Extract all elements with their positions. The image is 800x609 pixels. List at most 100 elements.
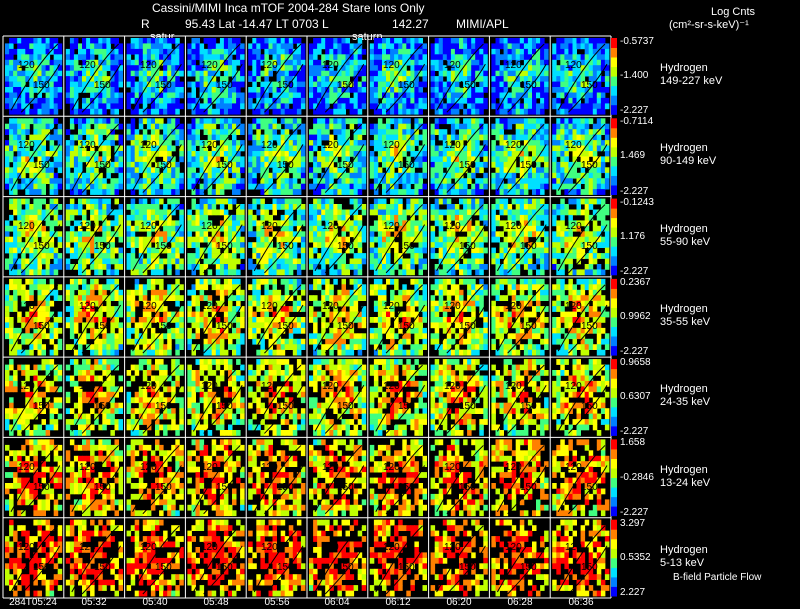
- heatmap-cell: [187, 167, 192, 174]
- heatmap-cell: [106, 231, 111, 238]
- heatmap-cell: [357, 167, 363, 174]
- heatmap-cell: [167, 189, 172, 195]
- heatmap-cell: [527, 198, 533, 205]
- heatmap-cell: [406, 236, 411, 243]
- heatmap-cell: [13, 129, 18, 135]
- heatmap-cell: [438, 189, 444, 195]
- heatmap-cell: [45, 220, 51, 227]
- heatmap-cell: [434, 118, 440, 125]
- heatmap-cell: [568, 178, 573, 184]
- heatmap-cell: [402, 264, 407, 270]
- heatmap-cell: [523, 231, 529, 238]
- heatmap-cell: [17, 231, 22, 238]
- heatmap-cell: [523, 236, 529, 243]
- heatmap-cell: [325, 70, 330, 77]
- heatmap-cell: [110, 134, 115, 141]
- heatmap-cell: [98, 108, 103, 115]
- heatmap-cell: [138, 269, 144, 276]
- heatmap-cell: [329, 48, 334, 55]
- heatmap-cell: [114, 161, 119, 168]
- heatmap-cell: [459, 65, 464, 71]
- heatmap-cell: [532, 92, 537, 99]
- heatmap-panel: [65, 38, 123, 115]
- heatmap-cell: [309, 231, 314, 238]
- heatmap-cell: [337, 129, 342, 135]
- heatmap-cell: [495, 103, 500, 110]
- heatmap-cell: [264, 59, 269, 66]
- heatmap-cell: [394, 59, 399, 66]
- heatmap-cell: [126, 172, 132, 179]
- heatmap-cell: [45, 258, 51, 265]
- heatmap-cell: [572, 81, 577, 88]
- heatmap-cell: [600, 48, 606, 55]
- heatmap-cell: [576, 92, 581, 99]
- heatmap-cell: [98, 204, 103, 210]
- heatmap-cell: [422, 123, 427, 130]
- heatmap-cell: [377, 129, 383, 135]
- heatmap-cell: [600, 103, 606, 110]
- heatmap-cell: [264, 70, 269, 77]
- heatmap-cell: [317, 134, 322, 141]
- heatmap-cell: [568, 108, 573, 115]
- heatmap-cell: [232, 242, 237, 248]
- heatmap-cell: [357, 253, 363, 259]
- heatmap-cell: [146, 214, 152, 221]
- heatmap-cell: [191, 178, 196, 184]
- heatmap-cell: [394, 87, 399, 93]
- heatmap-cell: [410, 231, 415, 238]
- heatmap-cell: [98, 123, 103, 130]
- heatmap-cell: [398, 204, 403, 210]
- heatmap-cell: [150, 204, 156, 210]
- heatmap-cell: [349, 108, 355, 115]
- heatmap-cell: [349, 178, 355, 184]
- heatmap-cell: [588, 140, 594, 146]
- heatmap-cell: [86, 140, 91, 146]
- heatmap-cell: [219, 65, 225, 71]
- heatmap-cell: [228, 231, 233, 238]
- heatmap-cell: [41, 145, 46, 152]
- heatmap-cell: [219, 103, 225, 110]
- heatmap-cell: [268, 118, 273, 125]
- heatmap-cell: [29, 65, 34, 71]
- heatmap-cell: [556, 54, 561, 61]
- heatmap-cell: [588, 118, 594, 125]
- heatmap-cell: [232, 161, 237, 168]
- heatmap-cell: [215, 167, 221, 174]
- heatmap-cell: [536, 92, 541, 99]
- heatmap-cell: [300, 258, 306, 265]
- heatmap-cell: [57, 76, 63, 82]
- heatmap-cell: [94, 87, 99, 93]
- heatmap-cell: [353, 145, 359, 152]
- heatmap-cell: [280, 253, 286, 259]
- heatmap-cell: [155, 145, 160, 152]
- heatmap-cell: [142, 59, 148, 66]
- heatmap-cell: [588, 178, 594, 184]
- heatmap-cell: [155, 236, 160, 243]
- heatmap-cell: [163, 236, 168, 243]
- heatmap-cell: [252, 214, 257, 221]
- heatmap-cell: [175, 103, 180, 110]
- heatmap-cell: [438, 178, 444, 184]
- heatmap-cell: [406, 167, 411, 174]
- heatmap-cell: [155, 76, 160, 82]
- heatmap-cell: [434, 65, 440, 71]
- heatmap-cell: [203, 214, 209, 221]
- heatmap-cell: [479, 225, 484, 232]
- heatmap-cell: [102, 103, 107, 110]
- heatmap-cell: [454, 247, 460, 254]
- heatmap-cell: [106, 247, 111, 254]
- heatmap-cell: [106, 156, 111, 163]
- heatmap-cell: [572, 97, 577, 104]
- heatmap-cell: [49, 97, 55, 104]
- heatmap-cell: [199, 167, 205, 174]
- heatmap-cell: [592, 70, 598, 77]
- heatmap-cell: [142, 118, 148, 125]
- heatmap-cell: [471, 134, 476, 141]
- heatmap-cell: [288, 236, 294, 243]
- heatmap-cell: [560, 87, 565, 93]
- heatmap-cell: [446, 70, 452, 77]
- heatmap-cell: [475, 209, 480, 216]
- heatmap-cell: [5, 236, 10, 243]
- heatmap-cell: [341, 242, 346, 248]
- heatmap-cell: [572, 59, 577, 66]
